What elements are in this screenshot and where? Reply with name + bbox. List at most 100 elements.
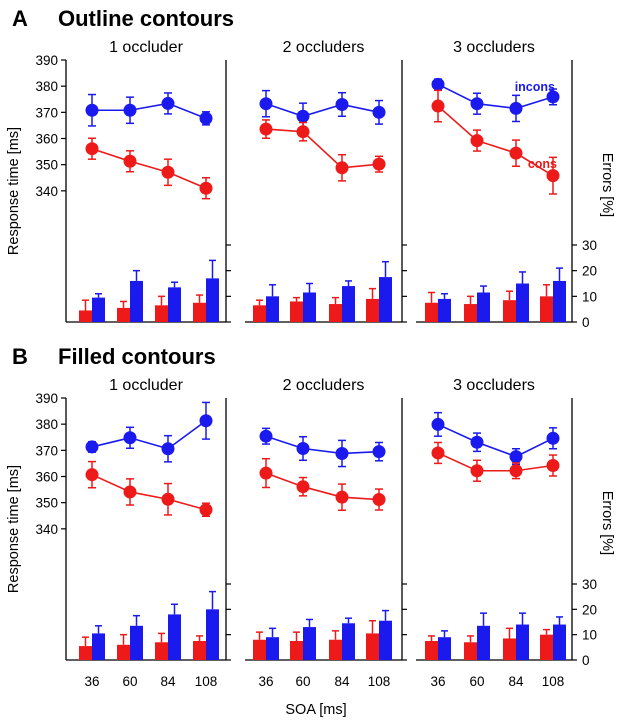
error-rate-bar-cons <box>366 633 379 660</box>
rt-line-incons <box>265 102 380 118</box>
rt-point-incons <box>199 414 213 428</box>
error-y-tick-label: 20 <box>582 602 597 617</box>
error-rate-bar-incons <box>379 620 392 660</box>
rt-point-cons <box>85 142 99 156</box>
x-tick-label: 108 <box>542 674 565 689</box>
error-y-tick-label: 30 <box>582 238 597 253</box>
error-y-tick-label: 10 <box>582 289 597 304</box>
rt-point-incons <box>335 446 349 460</box>
x-tick-label: 36 <box>430 674 445 689</box>
rt-line-cons <box>265 128 380 169</box>
rt-point-cons <box>259 122 273 136</box>
rt-point-incons <box>85 440 99 454</box>
rt-point-cons <box>161 165 175 179</box>
rt-point-incons <box>335 97 349 111</box>
rt-point-incons <box>431 417 445 431</box>
rt-point-incons <box>296 109 310 123</box>
error-rate-bar-incons <box>438 298 451 322</box>
rt-point-incons <box>372 105 386 119</box>
y-tick-label: 390 <box>35 53 58 68</box>
error-rate-bar-cons <box>503 638 516 660</box>
error-rate-bar-incons <box>516 624 529 660</box>
error-y-tick-label: 10 <box>582 628 597 643</box>
rt-point-cons <box>372 493 386 507</box>
y-tick-label: 360 <box>35 132 58 147</box>
rt-point-cons <box>470 464 484 478</box>
x-tick-label: 108 <box>368 674 391 689</box>
error-rate-bar-cons <box>540 634 553 660</box>
y-axis-title: Response time [ms] <box>6 127 22 255</box>
rt-point-cons <box>546 459 560 473</box>
y-tick-label: 380 <box>35 417 58 432</box>
rt-line-cons <box>91 473 207 511</box>
error-rate-bar-incons <box>379 277 392 322</box>
error-rate-bar-cons <box>79 310 92 322</box>
rt-line-cons <box>437 452 554 472</box>
y-tick-label: 350 <box>35 158 58 173</box>
error-rate-bar-incons <box>553 624 566 660</box>
rt-point-incons <box>509 101 523 115</box>
error-rate-bar-incons <box>266 637 279 660</box>
rt-point-cons <box>509 464 523 478</box>
rt-point-cons <box>199 181 213 195</box>
rt-point-cons <box>431 446 445 460</box>
y-tick-label: 350 <box>35 496 58 511</box>
x-tick-label: 60 <box>295 674 310 689</box>
x-tick-label: 60 <box>469 674 484 689</box>
x-tick-label: 84 <box>160 674 176 689</box>
error-rate-bar-incons <box>92 297 105 322</box>
x-axis-title: SOA [ms] <box>285 702 346 718</box>
error-rate-bar-incons <box>438 637 451 660</box>
rt-point-incons <box>546 431 560 445</box>
error-rate-bar-incons <box>516 283 529 322</box>
panel-letter: A <box>12 6 28 31</box>
error-rate-bar-cons <box>540 296 553 322</box>
error-rate-bar-incons <box>168 287 181 322</box>
error-rate-bar-incons <box>266 296 279 322</box>
rt-point-incons <box>509 450 523 464</box>
error-rate-bar-cons <box>117 644 130 660</box>
rt-line-cons <box>437 105 554 177</box>
rt-point-incons <box>161 96 175 110</box>
y-tick-label: 360 <box>35 470 58 485</box>
error-rate-bar-incons <box>477 625 490 660</box>
error-rate-bar-incons <box>553 280 566 322</box>
rt-point-incons <box>259 97 273 111</box>
rt-point-incons <box>431 77 445 91</box>
error-rate-bar-incons <box>303 292 316 322</box>
right-y-axis-title: Errors [%] <box>599 491 615 555</box>
error-rate-bar-cons <box>503 300 516 322</box>
y-axis-title: Response time [ms] <box>6 465 22 593</box>
error-rate-bar-incons <box>130 280 143 322</box>
error-rate-bar-cons <box>193 302 206 322</box>
rt-line-incons <box>92 102 207 120</box>
rt-point-incons <box>199 111 213 125</box>
rt-line-incons <box>265 435 380 455</box>
x-tick-label: 84 <box>334 674 350 689</box>
rt-point-cons <box>470 134 484 148</box>
x-tick-label: 36 <box>84 674 99 689</box>
y-tick-label: 380 <box>35 79 58 94</box>
rt-point-incons <box>372 445 386 459</box>
right-y-axis-title: Errors [%] <box>599 153 615 217</box>
error-rate-bar-cons <box>329 304 342 322</box>
error-rate-bar-cons <box>155 642 168 660</box>
error-rate-bar-incons <box>206 278 219 322</box>
rt-point-cons <box>296 480 310 494</box>
rt-point-incons <box>296 442 310 456</box>
series-label-incons: incons <box>515 80 555 94</box>
error-rate-bar-cons <box>290 301 303 322</box>
series-label-cons: cons <box>528 157 557 171</box>
error-rate-bar-incons <box>342 623 355 660</box>
subplot-title: 2 occluders <box>283 377 365 394</box>
y-tick-label: 340 <box>35 522 58 537</box>
error-rate-bar-cons <box>329 639 342 660</box>
error-rate-bar-cons <box>290 641 303 660</box>
rt-line-incons <box>437 423 554 458</box>
error-rate-bar-cons <box>155 305 168 322</box>
error-rate-bar-cons <box>253 305 266 322</box>
rt-point-cons <box>431 99 445 113</box>
rt-point-cons <box>335 161 349 175</box>
error-rate-bar-incons <box>130 625 143 660</box>
